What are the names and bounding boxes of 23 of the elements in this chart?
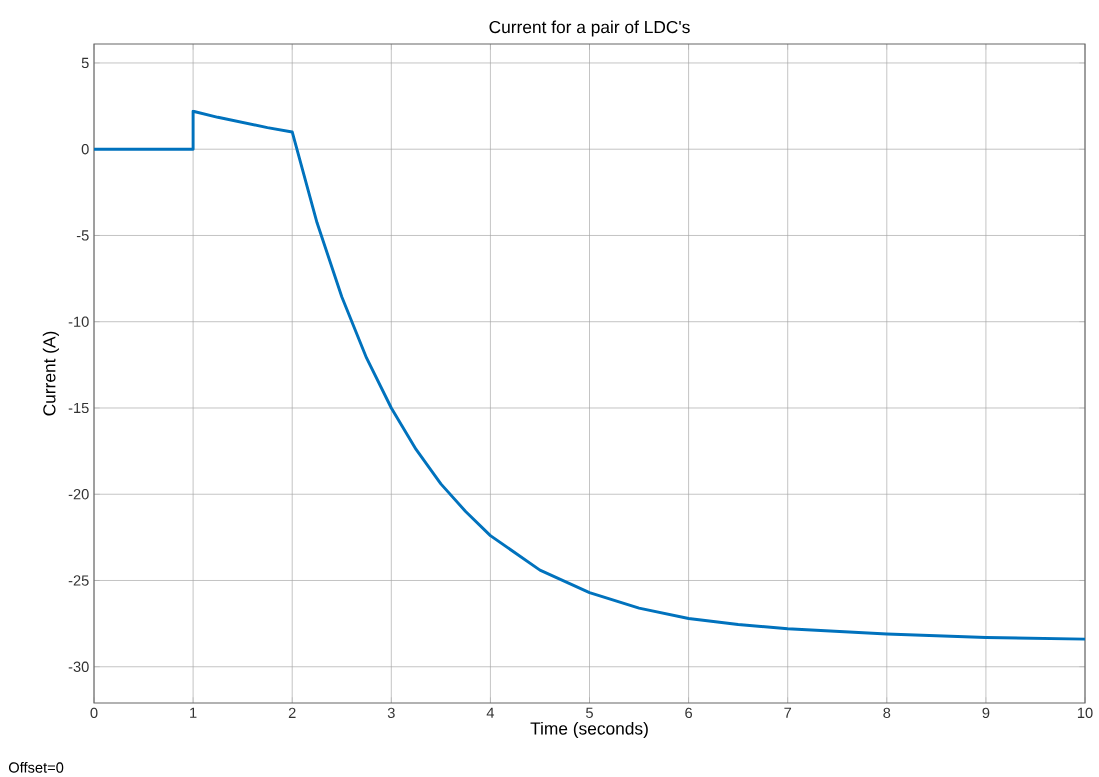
x-tick-label: 1 [190, 707, 197, 718]
text: Offset=0 [8, 761, 64, 773]
y-tick-label: -20 [68, 489, 89, 500]
x-tick-label: 2 [288, 707, 296, 718]
chart-title: Current for a pair of LDC's [489, 20, 690, 37]
y-tick-label: 0 [81, 144, 89, 155]
y-tick-label: -5 [76, 230, 89, 241]
x-tick-label: 3 [387, 707, 395, 719]
x-axis-title: Time (seconds) [530, 721, 648, 739]
y-tick-label: 5 [81, 57, 89, 69]
y-tick-label: -25 [68, 575, 89, 586]
x-tick-label: 6 [685, 707, 693, 719]
x-tick-label: 9 [982, 707, 990, 719]
y-tick-label: -15 [68, 402, 89, 414]
x-tick-label: 7 [784, 707, 792, 718]
x-tick-label: 10 [1077, 707, 1093, 719]
y-axis-title: Current (A) [42, 331, 59, 416]
y-tick-label: -10 [68, 316, 89, 327]
x-tick-label: 4 [486, 707, 495, 718]
x-tick-label: 8 [883, 707, 891, 719]
x-tick-label: 0 [90, 707, 98, 719]
y-tick-label: -30 [68, 661, 89, 672]
x-tick-label: 5 [586, 707, 593, 718]
